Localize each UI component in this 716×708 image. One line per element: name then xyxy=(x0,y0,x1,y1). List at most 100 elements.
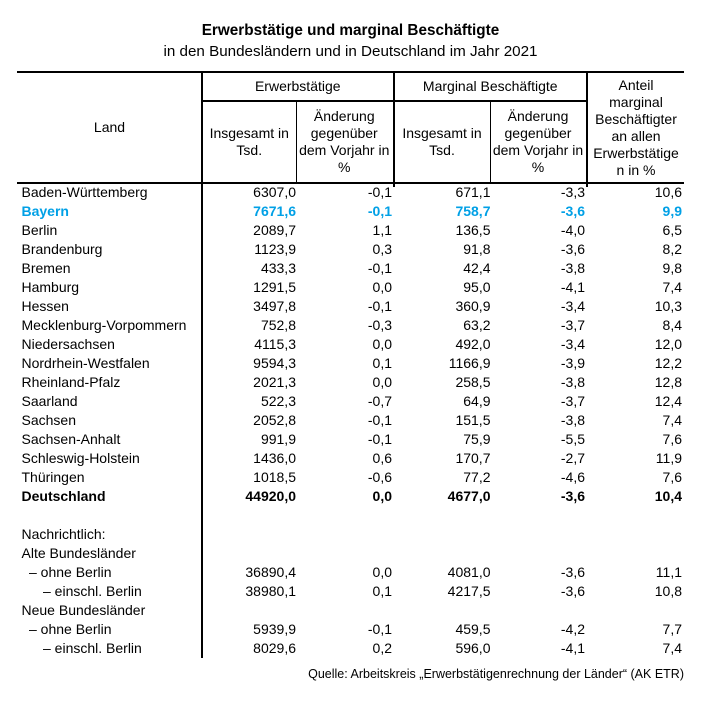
cell-mb-insgesamt: 77,2 xyxy=(463,469,491,485)
cell-mb-aenderung: -4,1 xyxy=(560,279,585,295)
cell-et-insgesamt: 5939,9 xyxy=(253,621,296,637)
cell-mb-aenderung: -3,6 xyxy=(560,564,585,580)
cell-mb-aenderung xyxy=(491,525,586,544)
cell-et-insgesamt xyxy=(202,601,296,620)
column-header-mb-aenderung: Änderung gegenüber dem Vorjahr in % xyxy=(492,108,584,175)
page-title: Erwerbstätige und marginal Beschäftigte xyxy=(201,21,500,39)
row-label: Sachsen-Anhalt xyxy=(21,431,121,447)
cell-mb-insgesamt: 91,8 xyxy=(463,241,491,257)
row-label: Bayern xyxy=(21,203,69,219)
cell-mb-insgesamt: 4677,0 xyxy=(447,488,491,504)
cell-anteil: 7,7 xyxy=(662,621,682,637)
row-label: Brandenburg xyxy=(21,241,103,257)
table-row: Nachrichtlich: xyxy=(17,525,684,544)
cell-anteil: 10,8 xyxy=(654,583,682,599)
cell-mb-aenderung: -3,3 xyxy=(560,184,585,200)
row-label: Alte Bundesländer xyxy=(21,545,136,561)
table-row: Sachsen 2052,8 -0,1 151,5 -3,8 7,4 xyxy=(17,411,684,430)
cell-et-insgesamt: 2052,8 xyxy=(253,412,296,428)
cell-mb-insgesamt: 63,2 xyxy=(463,317,491,333)
cell-et-insgesamt: 752,8 xyxy=(260,317,296,333)
cell-mb-aenderung: -3,8 xyxy=(560,374,585,390)
cell-mb-aenderung: -3,8 xyxy=(560,412,585,428)
column-header-land: Land xyxy=(93,119,126,135)
table-row: Mecklenburg-Vorpommern 752,8 -0,3 63,2 -… xyxy=(17,316,684,335)
cell-et-aenderung: 0,2 xyxy=(372,640,392,656)
cell-et-insgesamt: 522,3 xyxy=(260,393,296,409)
row-label: Baden-Württemberg xyxy=(21,184,148,200)
cell-mb-aenderung: -3,7 xyxy=(560,317,585,333)
cell-mb-insgesamt: 95,0 xyxy=(463,279,491,295)
cell-mb-aenderung: -3,4 xyxy=(560,336,585,352)
cell-et-insgesamt: 1123,9 xyxy=(254,241,296,257)
divider-mb-anteil xyxy=(586,71,588,187)
row-label: Sachsen xyxy=(21,412,76,428)
cell-et-aenderung: -0,1 xyxy=(367,184,392,200)
cell-mb-insgesamt: 42,4 xyxy=(463,260,491,276)
cell-anteil: 10,6 xyxy=(654,184,682,200)
cell-mb-aenderung: -4,6 xyxy=(560,469,585,485)
group-header-erwerbstaetige: Erwerbstätige xyxy=(254,78,341,94)
cell-mb-insgesamt: 360,9 xyxy=(455,298,491,314)
column-header-anteil: Anteil marginal Beschäftigter an allen E… xyxy=(593,76,679,178)
cell-anteil: 12,0 xyxy=(654,336,682,352)
cell-mb-insgesamt: 4081,0 xyxy=(447,564,491,580)
cell-et-insgesamt: 4115,3 xyxy=(254,336,296,352)
row-label: Bremen xyxy=(21,260,71,276)
cell-anteil: 7,6 xyxy=(662,469,682,485)
cell-et-insgesamt: 38980,1 xyxy=(245,583,296,599)
row-label: Neue Bundesländer xyxy=(21,602,146,618)
cell-et-aenderung: -0,1 xyxy=(367,298,392,314)
table-row xyxy=(17,506,684,525)
cell-mb-aenderung: -3,6 xyxy=(560,488,585,504)
column-header-et-insgesamt: Insgesamt in Tsd. xyxy=(209,125,289,158)
row-label: Berlin xyxy=(21,222,58,238)
cell-mb-aenderung xyxy=(491,601,586,620)
divider-mb-sub xyxy=(490,100,491,184)
row-label: – ohne Berlin xyxy=(29,621,112,637)
table-row: Alte Bundesländer xyxy=(17,544,684,563)
row-label: Niedersachsen xyxy=(21,336,115,352)
cell-et-insgesamt: 1436,0 xyxy=(253,450,296,466)
table-row: Rheinland-Pfalz 2021,3 0,0 258,5 -3,8 12… xyxy=(17,373,684,392)
cell-mb-aenderung xyxy=(491,544,586,563)
cell-mb-aenderung: -3,9 xyxy=(560,355,585,371)
cell-mb-aenderung: -3,7 xyxy=(560,393,585,409)
cell-et-insgesamt: 433,3 xyxy=(260,260,296,276)
cell-anteil xyxy=(587,544,682,563)
cell-mb-insgesamt: 170,7 xyxy=(455,450,491,466)
cell-mb-aenderung: -4,2 xyxy=(560,621,585,637)
cell-et-aenderung: 0,3 xyxy=(372,241,392,257)
cell-mb-insgesamt: 75,9 xyxy=(463,431,491,447)
cell-anteil: 7,4 xyxy=(662,412,682,428)
cell-anteil: 12,8 xyxy=(654,374,682,390)
cell-mb-insgesamt: 671,1 xyxy=(455,184,491,200)
cell-et-insgesamt: 991,9 xyxy=(260,431,296,447)
cell-mb-insgesamt: 459,5 xyxy=(455,621,491,637)
table-row: – ohne Berlin 36890,4 0,0 4081,0 -3,6 11… xyxy=(17,563,684,582)
row-label: Hamburg xyxy=(21,279,80,295)
table-body: Baden-Württemberg 6307,0 -0,1 671,1 -3,3… xyxy=(17,183,684,658)
divider-et-mb xyxy=(392,71,395,187)
cell-et-insgesamt: 1018,5 xyxy=(253,469,296,485)
cell-mb-aenderung: -3,4 xyxy=(560,298,585,314)
cell-anteil: 8,4 xyxy=(662,317,682,333)
cell-et-aenderung: -0,1 xyxy=(367,260,392,276)
group-header-divider xyxy=(202,100,588,102)
cell-et-insgesamt: 2089,7 xyxy=(253,222,296,238)
cell-et-insgesamt: 6307,0 xyxy=(253,184,296,200)
cell-anteil: 10,3 xyxy=(654,298,682,314)
cell-mb-aenderung: -2,7 xyxy=(560,450,585,466)
cell-et-insgesamt: 3497,8 xyxy=(253,298,296,314)
cell-et-aenderung xyxy=(297,544,393,563)
cell-mb-insgesamt: 136,5 xyxy=(455,222,491,238)
cell-mb-aenderung: -3,6 xyxy=(560,583,585,599)
table-row: – einschl. Berlin 38980,1 0,1 4217,5 -3,… xyxy=(17,582,684,601)
cell-et-aenderung: 0,1 xyxy=(372,583,392,599)
cell-mb-insgesamt xyxy=(394,525,491,544)
cell-mb-insgesamt xyxy=(394,506,491,525)
table-row: – ohne Berlin 5939,9 -0,1 459,5 -4,2 7,7 xyxy=(17,620,684,639)
cell-mb-aenderung xyxy=(491,506,586,525)
cell-anteil xyxy=(587,525,682,544)
source-note: Quelle: Arbeitskreis „Erwerbstätigenrech… xyxy=(308,667,684,681)
